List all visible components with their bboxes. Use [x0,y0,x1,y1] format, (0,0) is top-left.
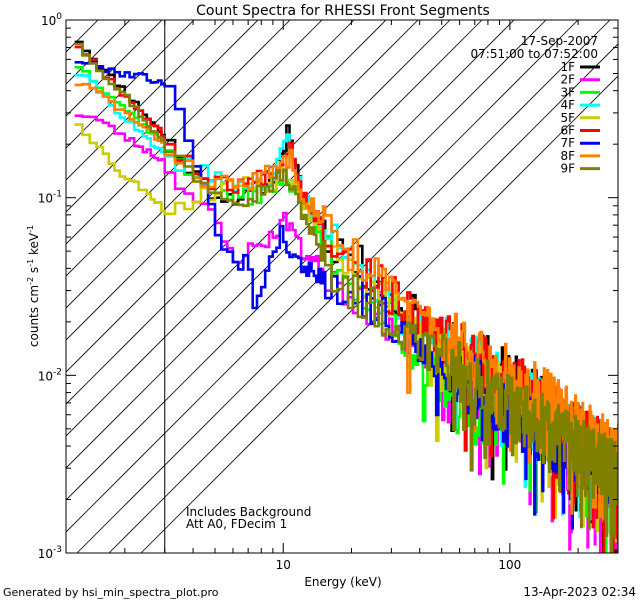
axis-ticks: 10 100 100 10-1 10-2 10-3 [38,12,619,572]
x-tick-label: 10 [276,558,291,572]
legend-label-8F: 8F [560,149,575,163]
legend-label-3F: 3F [560,85,575,99]
footer-generator: Generated by hsi_min_spectra_plot.pro [3,586,219,599]
legend-label-9F: 9F [560,162,575,176]
annotation-attenuator: Att A0, FDecim 1 [186,517,287,531]
hatch-line [66,20,387,341]
hatch-line [66,20,483,437]
time-range-text: 07:51:00 to 07:52:00 [471,47,598,61]
hatch-line [66,20,515,469]
legend-label-5F: 5F [560,111,575,125]
hatch-line [66,20,547,501]
plot-frame [65,19,619,554]
y-tick-label: 100 [41,12,62,28]
series-9F [74,42,618,553]
hatch-line [66,20,579,533]
hatch-line [66,20,163,117]
hatch-line [66,20,99,53]
x-axis-label: Energy (keV) [304,575,381,589]
series-3F [74,66,618,553]
date-text: 17-Sep-2007 [521,34,598,48]
hatch-line [66,20,259,213]
hatch-line [66,20,355,309]
hatch-line [66,20,451,405]
hatch-line [66,20,419,373]
hatch-line [140,75,618,553]
x-tick-label: 100 [498,558,521,572]
hatch-line [66,20,291,245]
legend-label-2F: 2F [560,73,575,87]
hatch-line [66,20,195,149]
y-tick-label: 10-3 [38,545,62,561]
hatch-line [66,20,131,85]
footer-timestamp: 13-Apr-2023 02:34 [523,585,636,599]
legend-label-6F: 6F [560,124,575,138]
series-layer [74,40,618,553]
annotation-background: Includes Background [186,505,311,519]
y-tick-label: 10-1 [38,190,62,206]
y-tick-label: 10-2 [38,367,62,383]
y-axis-label: counts cm-2 s-1 keV-1 [26,225,41,347]
hatch-line [66,20,323,277]
legend-label-4F: 4F [560,98,575,112]
legend-label-1F: 1F [560,60,575,74]
chart-title: Count Spectra for RHESSI Front Segments [196,3,490,19]
legend-label-7F: 7F [560,136,575,150]
